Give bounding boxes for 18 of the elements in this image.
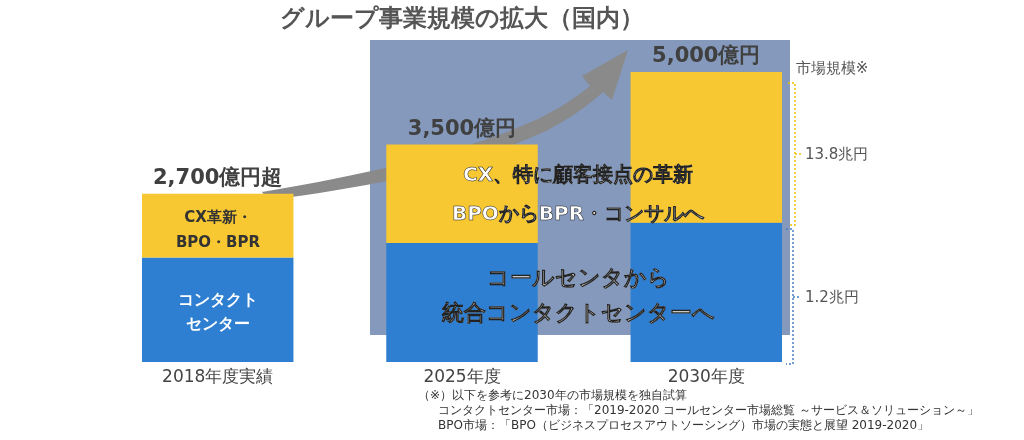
text: （※）以下を参考に2030年の市場規模を独自試算 — [418, 388, 687, 402]
annotation: 5,000億円 — [652, 43, 761, 67]
annotation: 2,700億円超 — [153, 164, 283, 189]
annotation: コンタクト — [178, 290, 258, 309]
annotation: 1.2兆円 — [805, 288, 859, 306]
text: コンタクトセンター市場：「2019-2020 コールセンター市場総覧 ～サービス＆ソリューション～」 — [438, 403, 980, 417]
annotation: 13.8兆円 — [805, 145, 869, 163]
annotation: センター — [186, 314, 250, 333]
annotation: BPO・BPR — [175, 233, 261, 251]
annotation: 3,500億円 — [407, 115, 517, 140]
annotation: 市場規模※ — [795, 59, 869, 77]
text: BPO市場：「BPO（ビジネスプロセスアウトソーシング）市場の実態と展望 2019-2020」 — [438, 418, 930, 432]
x-tick-label: 2018年度実績 — [162, 365, 274, 386]
x-tick-label: 2025年度 — [423, 365, 501, 386]
x-tick-label: 2030年度 — [667, 365, 745, 386]
chart-title: グループ事業規模の拡大（国内） — [280, 4, 644, 32]
bar — [142, 257, 294, 362]
annotation: CX革新・ — [184, 208, 252, 226]
